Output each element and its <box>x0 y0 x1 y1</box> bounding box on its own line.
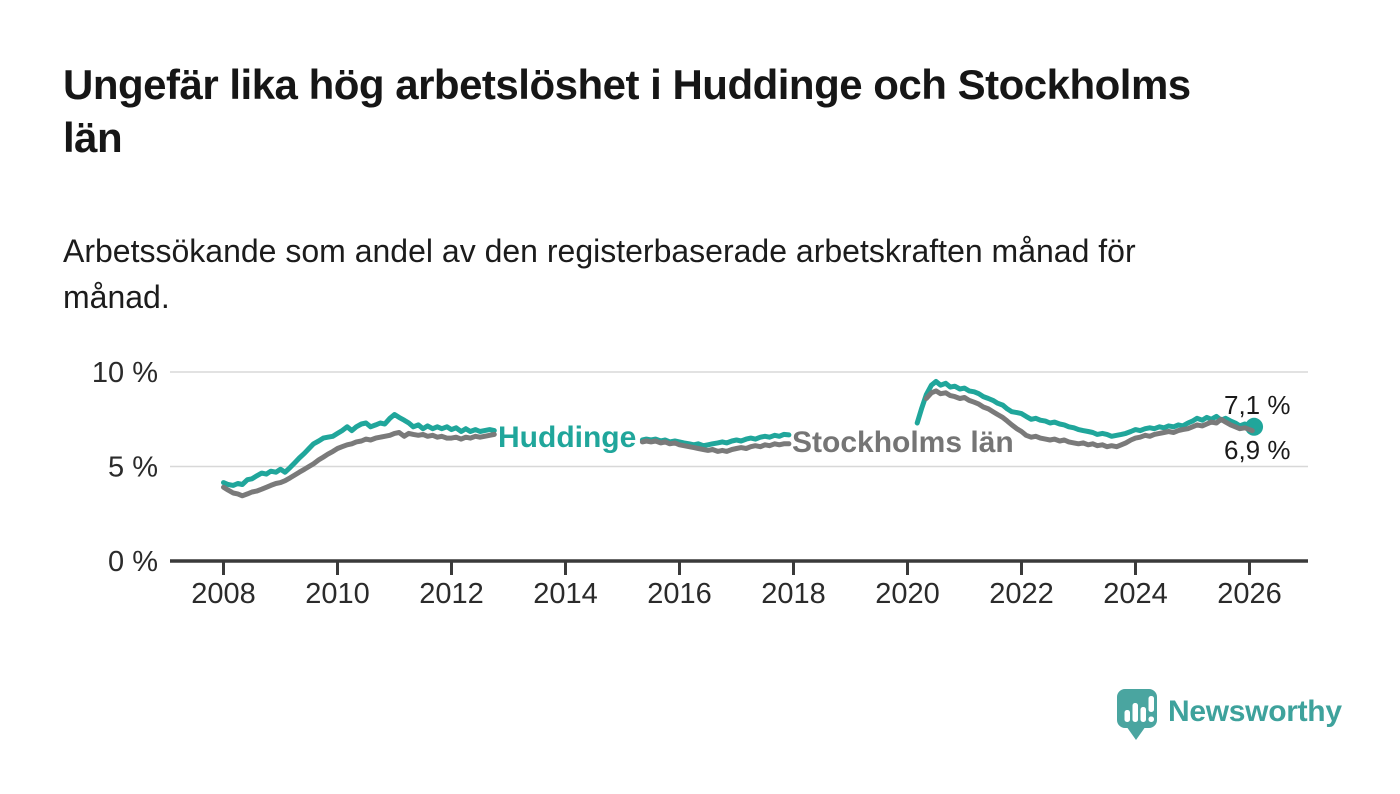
gridlines <box>170 371 1308 468</box>
chart-header: Ungefär lika hög arbetslöshet i Huddinge… <box>63 58 1373 164</box>
page-title: Ungefär lika hög arbetslöshet i Huddinge… <box>63 58 1373 164</box>
chart-labels: Huddinge 7,1 % Stockholms län 6,9 % <box>498 390 1291 465</box>
chart-subtitle-line-2: månad. <box>63 279 170 315</box>
y-tick-label-5: 5 % <box>108 452 158 484</box>
chart-subtitle-line-1: Arbetssökande som andel av den registerb… <box>63 233 1136 269</box>
newsworthy-logo-text: Newsworthy <box>1168 695 1342 728</box>
huddinge-line-segment-3 <box>914 379 1257 439</box>
x-tick-label-2018: 2018 <box>761 578 826 610</box>
data-series <box>221 379 1264 499</box>
x-tick-label-2012: 2012 <box>419 578 484 610</box>
x-tick-label-2014: 2014 <box>533 578 598 610</box>
chart-subtitle: Arbetssökande som andel av den registerb… <box>63 228 1323 320</box>
y-tick-label-0: 0 % <box>108 546 158 578</box>
huddinge-end-value-label: 7,1 % <box>1224 390 1291 420</box>
newsworthy-logo: Newsworthy <box>1117 689 1343 740</box>
stockholms-lan-series-label: Stockholms län <box>792 426 1014 459</box>
page-title-line-2: län <box>63 114 123 161</box>
y-tick-label-10: 10 % <box>92 357 158 389</box>
stockholms-lan-line-segment-2 <box>639 438 792 454</box>
speech-bubble-bar-chart-icon <box>1117 689 1157 740</box>
x-tick-label-2008: 2008 <box>191 578 256 610</box>
stockholms-lan-end-value-label: 6,9 % <box>1224 435 1291 465</box>
huddinge-line-segment-1 <box>221 412 497 488</box>
page-title-line-1: Ungefär lika hög arbetslöshet i Huddinge… <box>63 61 1191 108</box>
stockholms-lan-line-segment-3 <box>923 388 1255 450</box>
x-tick-label-2022: 2022 <box>989 578 1054 610</box>
x-tick-label-2020: 2020 <box>875 578 940 610</box>
x-tick-label-2010: 2010 <box>305 578 370 610</box>
x-tick-label-2024: 2024 <box>1103 578 1168 610</box>
x-tick-label-2026: 2026 <box>1217 578 1282 610</box>
huddinge-series-label: Huddinge <box>498 421 636 454</box>
axes: 2008 2010 2012 2014 2016 2018 2020 2022 2024 2026… <box>92 357 1308 610</box>
x-tick-label-2016: 2016 <box>647 578 712 610</box>
stockholms-lan-line-segment-1 <box>221 430 497 499</box>
